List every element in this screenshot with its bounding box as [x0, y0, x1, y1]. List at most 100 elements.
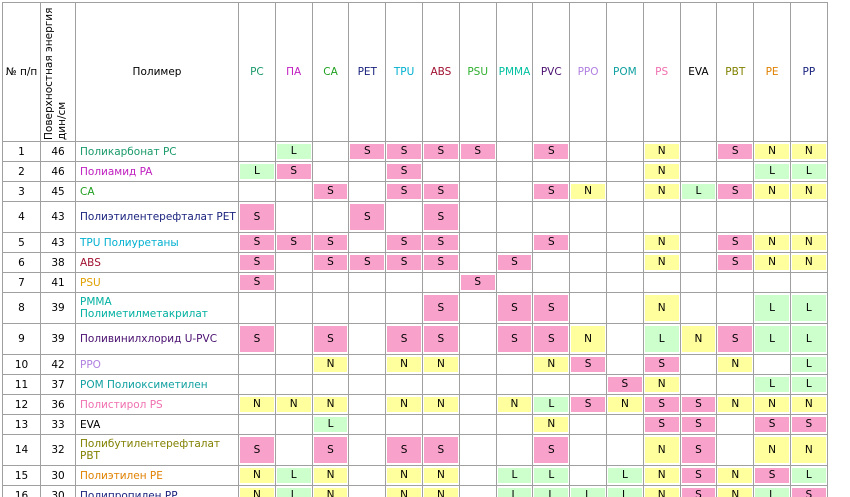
cell: S: [716, 323, 755, 355]
row-num: 6: [2, 252, 41, 273]
row-energy: 43: [40, 232, 76, 253]
cell: [495, 181, 534, 202]
cell: N: [311, 465, 350, 486]
cell: [605, 434, 644, 466]
row-num: 5: [2, 232, 41, 253]
cell: [605, 272, 644, 293]
cell: N: [569, 181, 607, 202]
cell-value: N: [534, 417, 569, 432]
cell: [605, 201, 644, 233]
cell-value: S: [240, 437, 274, 463]
row-name: Поливинилхлорид U-PVC: [75, 323, 239, 355]
cell-value: S: [718, 144, 753, 159]
cell: [311, 272, 350, 293]
row-num: 1: [2, 141, 41, 162]
cell-value: S: [423, 295, 458, 321]
cell: N: [642, 374, 681, 395]
cell: [569, 374, 607, 395]
cell: N: [311, 485, 350, 497]
cell: S: [642, 394, 681, 415]
cell-value: S: [387, 235, 421, 250]
cell-value: N: [644, 468, 679, 483]
cell: L: [642, 323, 681, 355]
cell: N: [238, 394, 276, 415]
cell: [605, 252, 644, 273]
cell: [716, 272, 755, 293]
cell: [385, 201, 423, 233]
row-name: PPO: [75, 354, 239, 375]
cell-value: S: [718, 326, 753, 352]
column-header: PMMA: [495, 2, 534, 142]
cell: [274, 323, 313, 355]
cell-value: S: [350, 144, 385, 159]
row-energy: 37: [40, 374, 76, 395]
cell: L: [789, 354, 828, 375]
cell: S: [385, 181, 423, 202]
cell: [716, 434, 755, 466]
cell-value: N: [791, 235, 826, 250]
cell: [274, 292, 313, 324]
cell-value: N: [313, 357, 348, 372]
row: 6 38 ABS S S S S S S N S N N: [2, 252, 828, 273]
cell: [679, 252, 718, 273]
cell-value: S: [681, 468, 716, 483]
cell-value: S: [497, 255, 532, 270]
energy-header: Поверхностная энергия дин/см: [40, 2, 76, 142]
cell: S: [238, 323, 276, 355]
cell-value: N: [423, 488, 458, 497]
cell: [348, 272, 387, 293]
cell-value: N: [423, 468, 458, 483]
cell: [532, 252, 571, 273]
cell-value: S: [681, 417, 716, 432]
cell: S: [532, 323, 571, 355]
cell: [679, 292, 718, 324]
row-energy: 33: [40, 414, 76, 435]
cell-value: N: [571, 326, 605, 352]
cell-value: S: [791, 417, 826, 432]
cell-value: S: [571, 397, 605, 412]
cell-value: S: [387, 437, 421, 463]
cell: S: [348, 141, 387, 162]
cell: N: [716, 465, 755, 486]
cell: L: [605, 485, 644, 497]
column-header: PP: [789, 2, 828, 142]
cell: [311, 201, 350, 233]
row-num: 13: [2, 414, 41, 435]
cell-value: L: [681, 184, 716, 199]
cell: N: [311, 394, 350, 415]
cell-value: S: [607, 377, 642, 392]
cell-value: N: [791, 397, 826, 412]
cell: [458, 252, 497, 273]
cell: [569, 465, 607, 486]
cell-value: S: [423, 204, 458, 230]
row-num: 8: [2, 292, 41, 324]
cell-value: S: [497, 295, 532, 321]
row-energy: 38: [40, 252, 76, 273]
cell: S: [385, 252, 423, 273]
cell: [495, 434, 534, 466]
cell: N: [642, 292, 681, 324]
cell-value: N: [681, 326, 716, 352]
cell: S: [385, 232, 423, 253]
cell: N: [421, 354, 460, 375]
cell: N: [238, 485, 276, 497]
cell-value: S: [276, 235, 311, 250]
cell: N: [642, 141, 681, 162]
cell: N: [421, 394, 460, 415]
cell-value: S: [313, 326, 348, 352]
cell-value: N: [423, 357, 458, 372]
column-header: TPU: [385, 2, 423, 142]
row-num: 7: [2, 272, 41, 293]
cell: L: [679, 181, 718, 202]
row-energy: 42: [40, 354, 76, 375]
column-header: PSU: [458, 2, 497, 142]
cell: [569, 161, 607, 182]
cell: [642, 201, 681, 233]
cell-value: S: [718, 235, 753, 250]
row-energy: 36: [40, 394, 76, 415]
cell-value: L: [497, 488, 532, 497]
row-num: 4: [2, 201, 41, 233]
cell: N: [642, 434, 681, 466]
cell: [679, 272, 718, 293]
cell: S: [532, 434, 571, 466]
